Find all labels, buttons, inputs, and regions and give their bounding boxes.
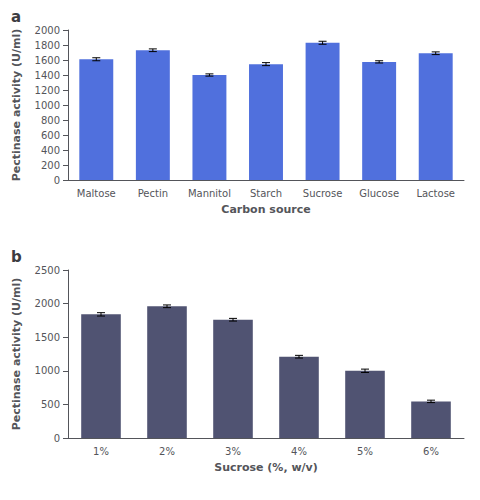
svg-text:1200: 1200 <box>35 85 60 96</box>
svg-text:1%: 1% <box>93 446 109 457</box>
svg-text:1000: 1000 <box>35 365 60 376</box>
svg-text:a: a <box>11 8 21 26</box>
svg-text:500: 500 <box>41 399 60 410</box>
svg-text:b: b <box>11 248 22 266</box>
svg-text:600: 600 <box>41 130 60 141</box>
svg-text:3%: 3% <box>225 446 241 457</box>
svg-text:Pectinase activity (U/ml): Pectinase activity (U/ml) <box>10 278 23 431</box>
svg-text:5%: 5% <box>357 446 373 457</box>
svg-text:Lactose: Lactose <box>416 188 455 199</box>
svg-text:2%: 2% <box>159 446 175 457</box>
svg-text:Starch: Starch <box>250 188 282 199</box>
svg-text:1600: 1600 <box>35 55 60 66</box>
svg-text:0: 0 <box>54 433 60 444</box>
svg-text:2000: 2000 <box>35 298 60 309</box>
svg-text:1500: 1500 <box>35 332 60 343</box>
svg-text:Pectinase activity (U/ml): Pectinase activity (U/ml) <box>10 29 23 182</box>
svg-text:4%: 4% <box>291 446 307 457</box>
svg-text:Glucose: Glucose <box>359 188 399 199</box>
svg-text:Mannitol: Mannitol <box>188 188 231 199</box>
svg-text:2000: 2000 <box>35 25 60 36</box>
svg-text:400: 400 <box>41 145 60 156</box>
svg-text:0: 0 <box>54 175 60 186</box>
svg-text:1400: 1400 <box>35 70 60 81</box>
svg-text:1800: 1800 <box>35 40 60 51</box>
svg-text:Carbon source: Carbon source <box>221 203 310 216</box>
svg-text:1000: 1000 <box>35 100 60 111</box>
svg-text:Sucrose: Sucrose <box>303 188 343 199</box>
svg-text:200: 200 <box>41 160 60 171</box>
svg-text:6%: 6% <box>423 446 439 457</box>
svg-text:Maltose: Maltose <box>77 188 116 199</box>
svg-text:Sucrose (%, w/v): Sucrose (%, w/v) <box>214 461 318 474</box>
svg-text:2500: 2500 <box>35 265 60 276</box>
svg-text:800: 800 <box>41 115 60 126</box>
svg-text:Pectin: Pectin <box>138 188 168 199</box>
